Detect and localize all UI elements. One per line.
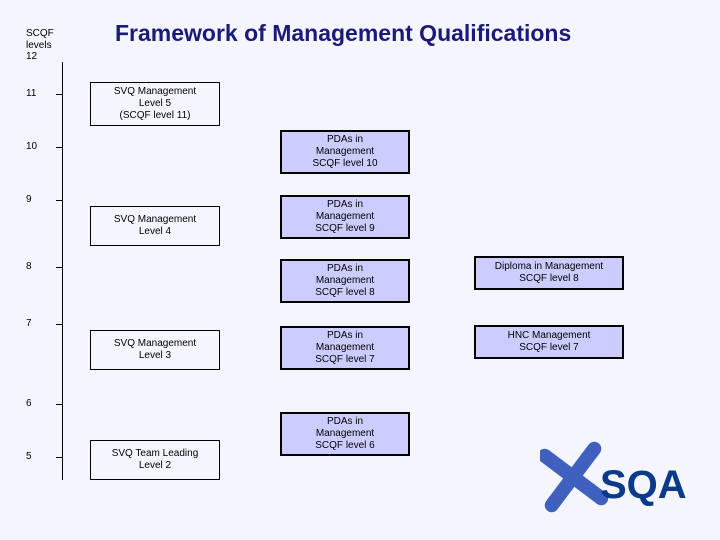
box-pda7: PDAs inManagementSCQF level 7 <box>280 326 410 370</box>
box-svq4: SVQ ManagementLevel 4 <box>90 206 220 246</box>
box-pda8: PDAs inManagementSCQF level 8 <box>280 259 410 303</box>
page-title: Framework of Management Qualifications <box>115 20 571 47</box>
scqf-tick-10: 10 <box>26 141 37 152</box>
scqf-tick-5: 5 <box>26 451 32 462</box>
scqf-tick-8: 8 <box>26 261 32 272</box>
box-pda6: PDAs inManagementSCQF level 6 <box>280 412 410 456</box>
box-pda9: PDAs inManagementSCQF level 9 <box>280 195 410 239</box>
scqf-axis-line <box>62 62 63 480</box>
scqf-tickmark-9 <box>56 200 62 201</box>
scqf-tick-11: 11 <box>26 88 36 99</box>
scqf-tick-7: 7 <box>26 318 32 329</box>
box-hnc7: HNC ManagementSCQF level 7 <box>474 325 624 359</box>
box-svq3: SVQ ManagementLevel 3 <box>90 330 220 370</box>
box-svq2: SVQ Team LeadingLevel 2 <box>90 440 220 480</box>
svg-text:SQA: SQA <box>600 463 687 507</box>
scqf-tickmark-10 <box>56 147 62 148</box>
scqf-tickmark-7 <box>56 324 62 325</box>
scqf-tickmark-8 <box>56 267 62 268</box>
scqf-tickmark-5 <box>56 457 62 458</box>
sqa-logo-svg: SQA <box>540 440 695 520</box>
scqf-tick-6: 6 <box>26 398 32 409</box>
scqf-tick-9: 9 <box>26 194 32 205</box>
scqf-tickmark-11 <box>56 94 62 95</box>
sqa-logo: SQA <box>540 440 695 520</box>
box-dip8: Diploma in ManagementSCQF level 8 <box>474 256 624 290</box>
box-pda10: PDAs inManagementSCQF level 10 <box>280 130 410 174</box>
box-svq5: SVQ ManagementLevel 5(SCQF level 11) <box>90 82 220 126</box>
scqf-tickmark-6 <box>56 404 62 405</box>
scqf-axis-header: SCQFlevels12 <box>26 28 54 63</box>
